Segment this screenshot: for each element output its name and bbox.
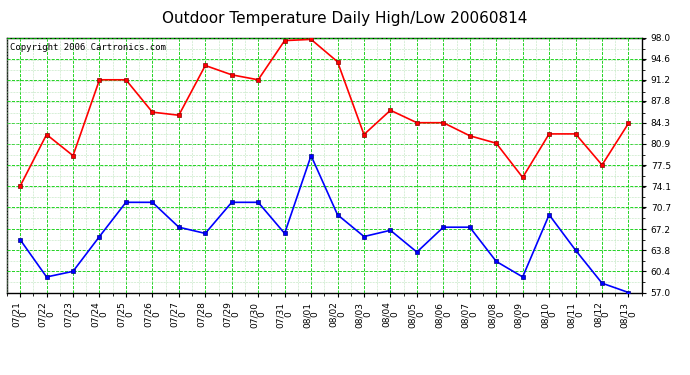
- Text: Outdoor Temperature Daily High/Low 20060814: Outdoor Temperature Daily High/Low 20060…: [162, 11, 528, 26]
- Text: Copyright 2006 Cartronics.com: Copyright 2006 Cartronics.com: [10, 43, 166, 52]
